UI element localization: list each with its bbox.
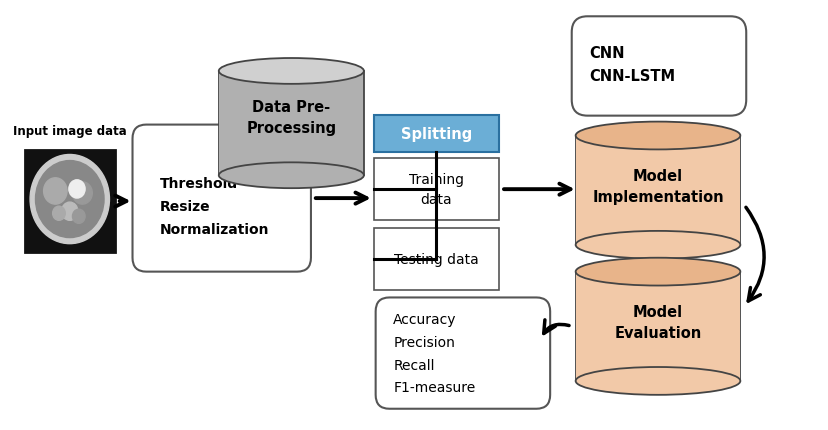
Text: Model
Implementation: Model Implementation [591, 169, 723, 205]
Text: Training
data: Training data [408, 173, 464, 206]
Text: Data Pre-
Processing: Data Pre- Processing [246, 100, 336, 136]
FancyBboxPatch shape [571, 17, 745, 117]
FancyArrowPatch shape [745, 208, 763, 301]
Bar [373, 228, 498, 290]
Bar [219, 72, 363, 176]
Ellipse shape [575, 367, 739, 395]
Bar [575, 136, 739, 245]
Text: Testing data: Testing data [393, 252, 479, 266]
Text: Accuracy
Precision
Recall
F1-measure: Accuracy Precision Recall F1-measure [392, 312, 475, 394]
Bar [25, 151, 115, 252]
Text: Input image data: Input image data [13, 125, 127, 138]
Bar [575, 272, 739, 381]
Ellipse shape [575, 122, 739, 150]
FancyBboxPatch shape [375, 298, 550, 409]
Ellipse shape [575, 258, 739, 286]
Text: Splitting: Splitting [400, 127, 471, 142]
Text: Threshold
Resize
Normalization: Threshold Resize Normalization [160, 177, 269, 237]
Ellipse shape [219, 59, 363, 85]
Bar [575, 272, 739, 381]
Bar [373, 159, 498, 221]
Ellipse shape [219, 163, 363, 189]
Bar [373, 115, 498, 153]
Text: CNN
CNN-LSTM: CNN CNN-LSTM [589, 46, 675, 84]
FancyBboxPatch shape [132, 125, 310, 272]
Bar [575, 136, 739, 245]
Text: Model
Evaluation: Model Evaluation [614, 304, 700, 341]
Ellipse shape [575, 231, 739, 259]
Bar [219, 72, 363, 176]
FancyArrowPatch shape [543, 320, 568, 334]
